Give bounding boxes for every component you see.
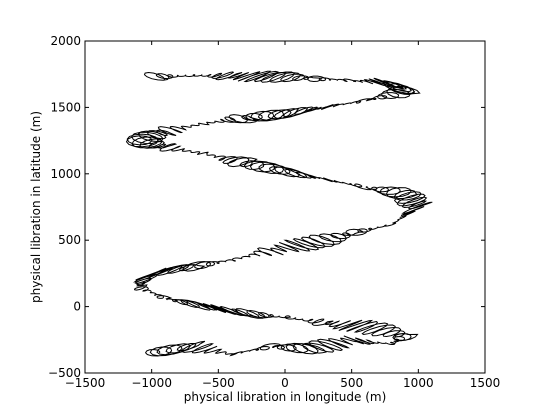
- tick-layer: −1500 −1000 −500 0 500 1000 1500 −500 0 500 1000 15…: [48, 34, 500, 390]
- y-tick-label: −500: [48, 366, 81, 380]
- data-layer: [125, 70, 433, 357]
- x-tick-label: 1500: [470, 376, 501, 390]
- x-tick-label: 0: [281, 376, 289, 390]
- y-axis-label: physical libration in latitude (m): [29, 111, 43, 303]
- x-tick-label: 1000: [403, 376, 434, 390]
- y-tick-label: 500: [58, 233, 81, 247]
- y-tick-label: 2000: [50, 34, 81, 48]
- y-tick-label: 0: [73, 300, 81, 314]
- y-tick-label: 1000: [50, 167, 81, 181]
- x-tick-label: 500: [340, 376, 363, 390]
- x-axis-label: physical libration in longitude (m): [184, 390, 387, 404]
- libration-trajectory-line: [125, 70, 433, 357]
- x-tick-label: −500: [202, 376, 235, 390]
- x-tick-label: −1000: [131, 376, 172, 390]
- y-tick-label: 1500: [50, 100, 81, 114]
- x-tick-label: −1500: [65, 376, 106, 390]
